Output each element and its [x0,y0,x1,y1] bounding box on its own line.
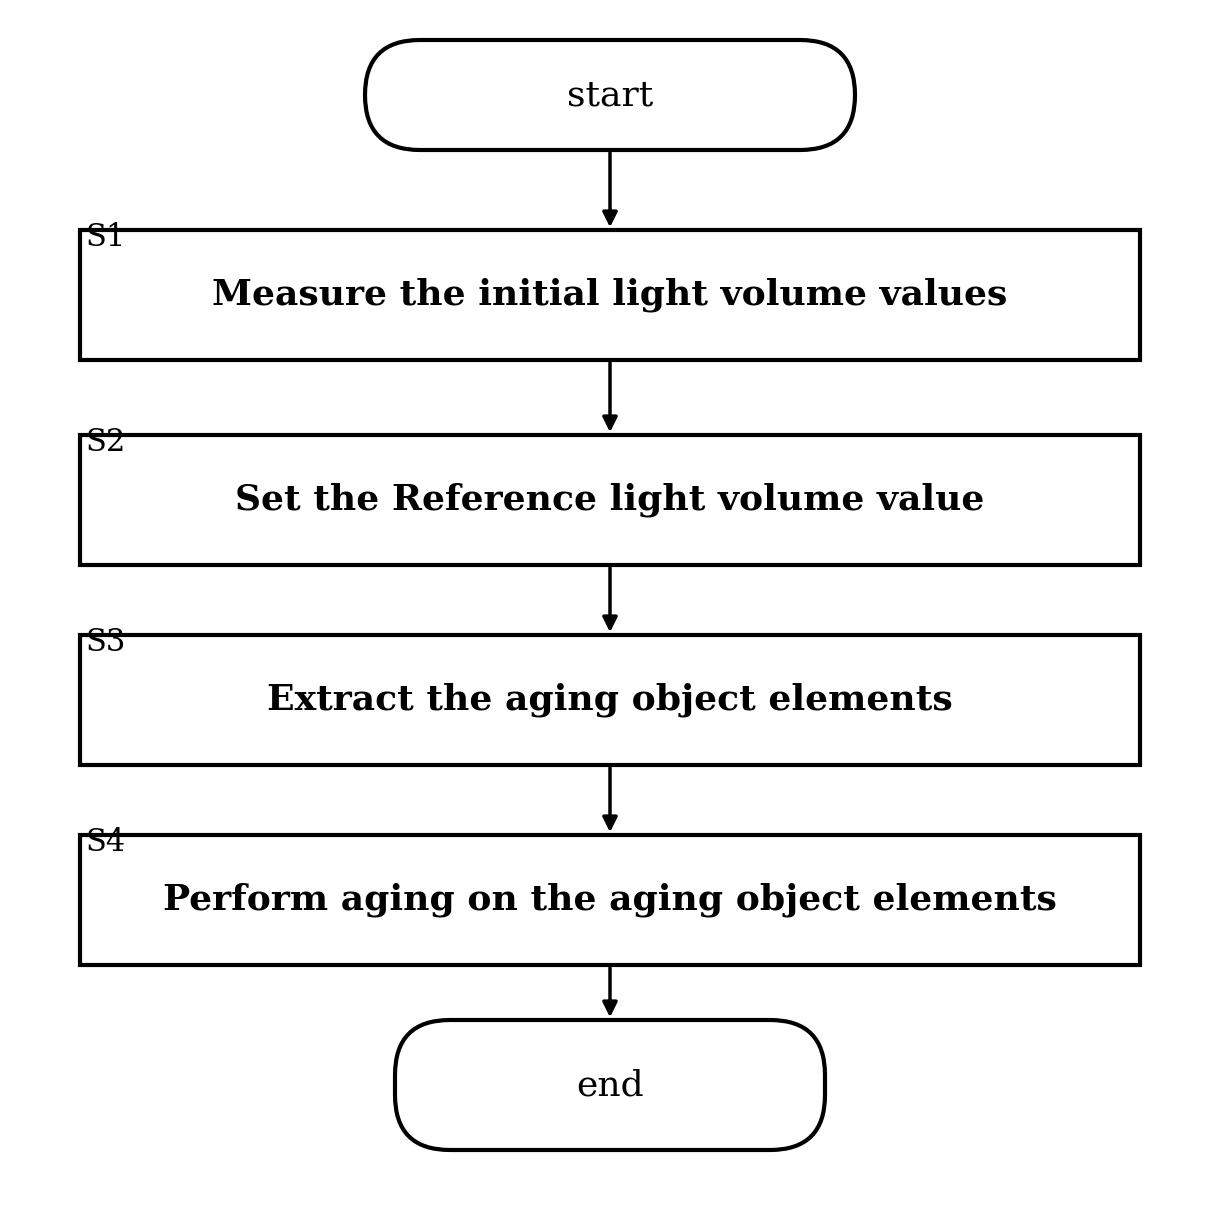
Text: start: start [567,79,653,112]
Bar [81,836,1139,964]
Text: Set the Reference light volume value: Set the Reference light volume value [235,482,985,518]
Text: Extract the aging object elements: Extract the aging object elements [267,682,953,718]
Text: S2: S2 [85,427,126,458]
Text: Measure the initial light volume values: Measure the initial light volume values [212,277,1008,312]
Text: S4: S4 [85,827,126,858]
Text: end: end [576,1067,644,1102]
Text: Perform aging on the aging object elements: Perform aging on the aging object elemen… [163,882,1057,918]
Text: S1: S1 [85,222,126,253]
Bar [81,436,1139,564]
FancyBboxPatch shape [365,40,855,150]
Bar [81,229,1139,360]
Bar [81,636,1139,764]
FancyBboxPatch shape [395,1020,825,1150]
Text: S3: S3 [85,627,126,658]
